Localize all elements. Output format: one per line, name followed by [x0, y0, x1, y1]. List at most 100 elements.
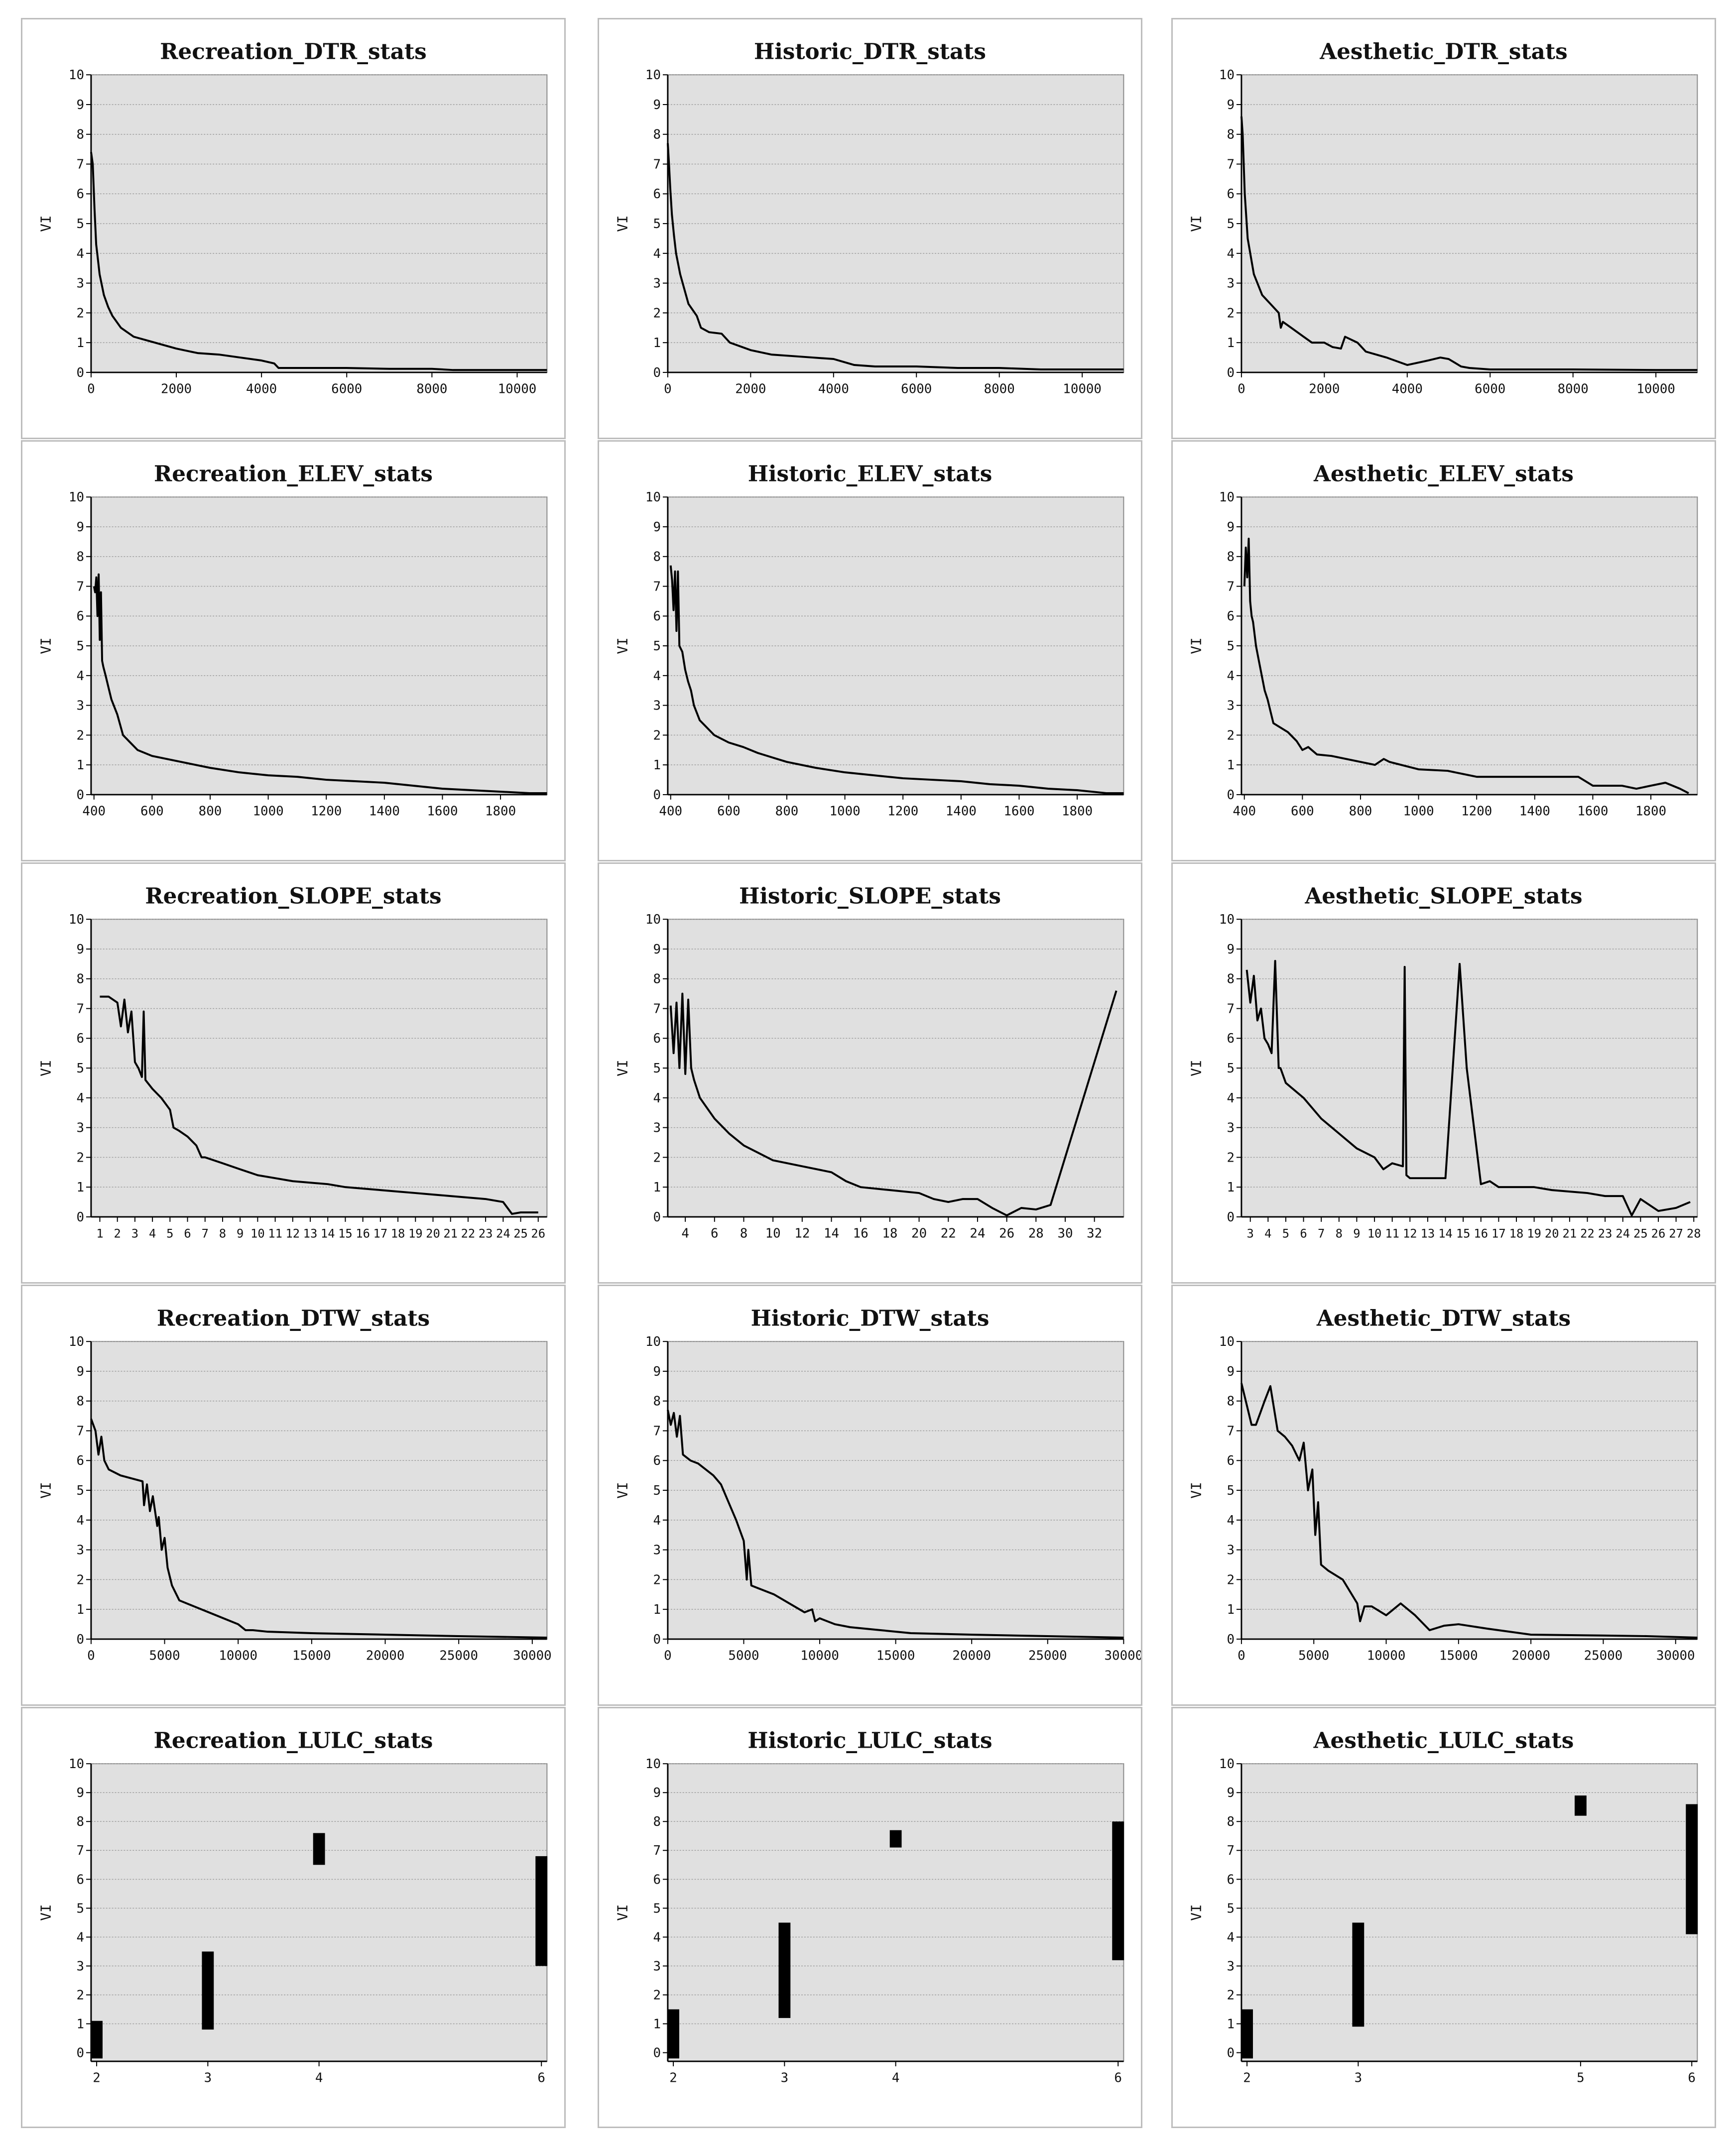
y-tick-label: 10 — [1219, 1334, 1235, 1349]
x-tick-label: 10000 — [498, 382, 537, 397]
chart-title: Recreation_DTR_stats — [160, 39, 427, 64]
y-tick-label: 5 — [1227, 1901, 1235, 1916]
x-tick-label: 8 — [1336, 1227, 1343, 1241]
chart-panel-rec-dtw: Recreation_DTW_stats 0 1 2 3 4 5 6 7 8 9 10 0 5000 100… — [21, 1285, 566, 1706]
y-tick-label: 7 — [653, 157, 661, 172]
y-tick-label: 5 — [653, 1483, 661, 1498]
y-tick-label: 4 — [653, 246, 661, 261]
y-tick-label: 8 — [1227, 1394, 1235, 1409]
series-line — [90, 1418, 547, 1639]
y-tick-label: 0 — [653, 1632, 661, 1647]
x-tick-label: 24 — [496, 1227, 510, 1241]
chart-panel-rec-dtr: Recreation_DTR_stats 0 1 2 3 4 5 6 7 8 9 10 0 2000 400… — [21, 18, 566, 439]
x-tick-label: 16 — [1474, 1227, 1488, 1241]
x-tick-label: 28 — [1687, 1227, 1701, 1241]
y-tick-label: 6 — [1227, 609, 1235, 624]
y-tick-label: 10 — [645, 68, 661, 83]
chart-aes-dtw: Aesthetic_DTW_stats 0 1 2 3 4 5 6 7 8 9 10 0 5000 1000… — [1188, 1306, 1698, 1664]
series-line — [669, 565, 1124, 794]
chart-panel-rec-lulc: Recreation_LULC_stats 0 1 2 3 4 5 6 7 8 9 10 2 3 4 6 VI — [21, 1707, 566, 2128]
x-tick-label: 2000 — [735, 382, 766, 397]
x-tick-label: 2 — [93, 2071, 101, 2086]
y-tick-label: 0 — [76, 788, 84, 803]
chart-title: Recreation_ELEV_stats — [154, 461, 433, 486]
x-tick-label: 10000 — [1367, 1649, 1406, 1664]
x-tick-label: 400 — [659, 804, 682, 819]
x-tick-label: 1000 — [253, 804, 284, 819]
x-tick-label: 10000 — [1063, 382, 1102, 397]
x-tick-label: 6 — [1114, 2071, 1122, 2086]
y-tick-label: 2 — [1227, 728, 1235, 743]
y-tick-label: 7 — [653, 1843, 661, 1858]
y-tick-label: 2 — [76, 728, 84, 743]
y-tick-label: 4 — [1227, 246, 1235, 261]
y-tick-label: 9 — [653, 98, 661, 113]
y-tick-label: 3 — [1227, 1121, 1235, 1136]
y-tick-label: 9 — [76, 1786, 84, 1800]
y-tick-label: 0 — [653, 1210, 661, 1225]
x-tick-label: 4000 — [246, 382, 277, 397]
y-tick-label: 1 — [653, 1602, 661, 1617]
x-tick-label: 26 — [1651, 1227, 1666, 1241]
y-tick-label: 4 — [76, 246, 84, 261]
range-bar — [1574, 1795, 1587, 1816]
y-tick-label: 5 — [653, 639, 661, 654]
y-tick-label: 3 — [76, 699, 84, 714]
chart-title: Aesthetic_LULC_stats — [1313, 1728, 1574, 1753]
y-tick-label: 9 — [76, 98, 84, 113]
y-tick-label: 6 — [76, 609, 84, 624]
x-tick-label: 5000 — [149, 1649, 180, 1664]
x-tick-label: 6 — [711, 1226, 719, 1241]
y-tick-label: 3 — [1227, 276, 1235, 291]
y-tick-label: 8 — [1227, 127, 1235, 142]
x-tick-label: 5 — [166, 1227, 173, 1241]
x-tick-label: 26 — [999, 1226, 1014, 1241]
y-tick-label: 3 — [653, 699, 661, 714]
chart-title: Aesthetic_ELEV_stats — [1313, 461, 1574, 486]
y-tick-label: 8 — [653, 1394, 661, 1409]
x-tick-label: 8000 — [416, 382, 447, 397]
y-tick-label: 6 — [1227, 1872, 1235, 1887]
y-tick-label: 0 — [653, 2045, 661, 2060]
x-tick-label: 24 — [1615, 1227, 1630, 1241]
x-tick-label: 15000 — [1439, 1649, 1478, 1664]
series-line — [666, 1410, 1124, 1639]
plot-area — [667, 1763, 1124, 2062]
x-tick-label: 20 — [911, 1226, 927, 1241]
chart-panel-rec-elev: Recreation_ELEV_stats 0 1 2 3 4 5 6 7 8 9 10 400 600 8… — [21, 440, 566, 861]
y-axis-label: VI — [1188, 1060, 1204, 1076]
x-tick-label: 18 — [1509, 1227, 1524, 1241]
y-tick-label: 0 — [76, 1632, 84, 1647]
range-bar — [1352, 1922, 1364, 2027]
chart-rec-dtr: Recreation_DTR_stats 0 1 2 3 4 5 6 7 8 9 10 0 2000 400… — [37, 39, 548, 397]
chart-title: Historic_SLOPE_stats — [739, 883, 1001, 909]
x-tick-label: 10000 — [1636, 382, 1675, 397]
chart-panel-his-lulc: Historic_LULC_stats 0 1 2 3 4 5 6 7 8 9 10 2 3 4 6 VI — [598, 1707, 1142, 2128]
series-line — [666, 143, 1124, 370]
y-tick-label: 7 — [1227, 579, 1235, 594]
x-tick-label: 1800 — [485, 804, 516, 819]
x-tick-label: 23 — [1598, 1227, 1612, 1241]
chart-title: Aesthetic_DTW_stats — [1316, 1306, 1571, 1331]
x-tick-label: 5000 — [1298, 1649, 1329, 1664]
x-tick-label: 16 — [356, 1227, 370, 1241]
y-tick-label: 10 — [69, 912, 84, 927]
x-tick-label: 14 — [824, 1226, 839, 1241]
series-line — [1240, 116, 1698, 371]
y-tick-label: 1 — [653, 1180, 661, 1195]
y-tick-label: 9 — [76, 942, 84, 957]
x-tick-label: 6 — [1688, 2071, 1696, 2086]
x-tick-label: 15 — [338, 1227, 353, 1241]
y-tick-label: 6 — [76, 1872, 84, 1887]
y-tick-label: 7 — [76, 157, 84, 172]
x-tick-label: 12 — [285, 1227, 300, 1241]
y-axis-label: VI — [1188, 1904, 1204, 1920]
x-tick-label: 26 — [531, 1227, 545, 1241]
x-tick-label: 27 — [1669, 1227, 1683, 1241]
x-tick-label: 10 — [250, 1227, 265, 1241]
x-tick-label: 6 — [537, 2071, 545, 2086]
y-tick-label: 4 — [653, 1930, 661, 1945]
y-tick-label: 5 — [653, 1901, 661, 1916]
x-tick-label: 9 — [237, 1227, 244, 1241]
